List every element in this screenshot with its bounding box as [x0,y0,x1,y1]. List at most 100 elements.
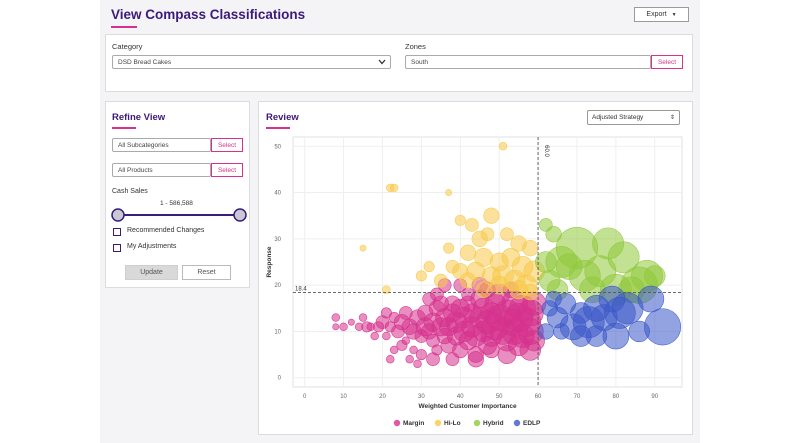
export-button[interactable]: Export ▼ [634,7,689,22]
products-select-button[interactable]: Select [211,163,243,177]
bubble-margin [389,345,399,355]
bubble-hilo [489,275,509,295]
x-axis-title: Weighted Customer Importance [418,403,517,410]
x-tick-label: 40 [457,394,464,400]
bubble-edlp [537,323,554,340]
bubble-hybrid [555,253,583,280]
subcategories-select-button[interactable]: Select [211,138,243,152]
x-tick-label: 10 [340,394,347,400]
bubble-edlp [628,320,650,343]
x-tick-label: 70 [574,394,581,400]
category-label: Category [112,42,143,51]
bubble-margin [422,292,436,306]
strategy-value: Adjusted Strategy [592,114,644,121]
sort-arrows-icon: ⇕ [669,115,675,121]
x-tick-label: 50 [496,394,503,400]
products-field[interactable]: All Products [112,163,211,177]
bubble-hilo [475,281,492,298]
bubble-hilo [459,272,477,289]
bubble-edlp [545,290,562,308]
my-adjustments-label: My Adjustments [127,243,177,250]
legend-marker [473,419,481,427]
subcategories-value: All Subcategories [118,141,169,149]
bubble-margin [382,331,391,341]
x-tick-label: 90 [651,394,658,400]
bubble-margin [519,339,541,361]
legend-marker [434,419,442,427]
refine-panel: Refine View All Subcategories Select All… [105,101,250,288]
bubble-margin [399,306,413,320]
x-tick-label: 0 [303,394,307,400]
bubble-margin [332,323,340,331]
slider-min-handle[interactable] [111,208,125,222]
reset-button[interactable]: Reset [182,265,231,280]
bubble-hilo [423,261,435,273]
horizontal-threshold-label: 18.4 [295,287,307,293]
products-value: All Products [118,166,153,174]
bubble-margin [370,331,379,341]
zones-field[interactable]: South [405,55,651,69]
caret-down-icon: ▼ [671,11,677,18]
vertical-threshold-label: 60.0 [543,145,549,157]
bubble-margin [380,307,392,319]
zones-value: South [411,58,428,66]
slider-max-handle[interactable] [233,208,247,222]
export-label: Export [646,11,667,18]
bubble-hilo [445,189,453,196]
bubble-hilo [382,285,391,294]
strategy-select[interactable]: Adjusted Strategy ⇕ [587,110,680,125]
y-tick-label: 0 [278,376,282,382]
legend-marker [513,419,521,427]
bubble-hilo [454,214,466,226]
bubble-margin [347,318,355,326]
bubble-chart: 0 10 20 30 40 50 60 70 80 90 0 10 20 30 40 50 Weighted C… [266,136,683,427]
bubble-margin [426,352,440,367]
bubble-margin [386,355,395,364]
review-underline [266,127,290,129]
bubble-edlp [637,285,665,313]
refine-title: Refine View [112,112,166,123]
app-main: View Compass Classifications Export ▼ Ca… [100,0,700,443]
bubble-margin [445,352,460,367]
category-select[interactable]: DSD Bread Cakes [112,55,391,69]
legend-marker [393,419,401,427]
review-panel: Review Adjusted Strategy ⇕ 0 10 20 30 40 50 60… [258,101,693,435]
chevron-down-icon [378,59,386,65]
bubble-hybrid [535,251,557,273]
y-axis-title: Response [266,246,273,277]
x-tick-label: 60 [535,394,542,400]
zones-label: Zones [405,42,426,51]
recommended-changes-checkbox[interactable] [113,228,121,236]
cash-sales-label: Cash Sales [112,188,148,195]
bubble-hilo [434,273,448,288]
bubble-hilo [498,142,508,151]
bubble-hilo [445,259,460,274]
bubble-hilo [480,227,495,242]
cash-sales-range-text: 1 - 586,588 [160,200,193,207]
y-tick-label: 40 [274,191,281,197]
subcategories-field[interactable]: All Subcategories [112,138,211,152]
y-tick-label: 20 [274,283,281,289]
page-title: View Compass Classifications [111,7,306,22]
bubble-hilo [443,242,455,254]
bubble-edlp [553,323,570,340]
x-tick-label: 80 [613,394,620,400]
my-adjustments-checkbox[interactable] [113,244,121,252]
bubble-edlp [644,308,682,346]
title-underline [111,26,137,28]
legend-label: Hi-Lo [444,420,461,427]
bubble-hilo [459,244,477,261]
y-tick-label: 10 [274,329,281,335]
bubble-hilo [465,218,479,232]
bubble-hilo [389,183,399,193]
bubble-hybrid [644,265,666,287]
bubble-margin [358,313,368,322]
zones-select-button[interactable]: Select [651,55,683,69]
bubble-edlp [585,325,608,347]
update-button[interactable]: Update [125,265,178,280]
bubble-margin [409,345,418,355]
refine-underline [112,127,136,129]
cash-sales-slider[interactable] [110,206,248,224]
bubble-hilo [500,227,514,242]
bubble-hilo [415,270,427,282]
